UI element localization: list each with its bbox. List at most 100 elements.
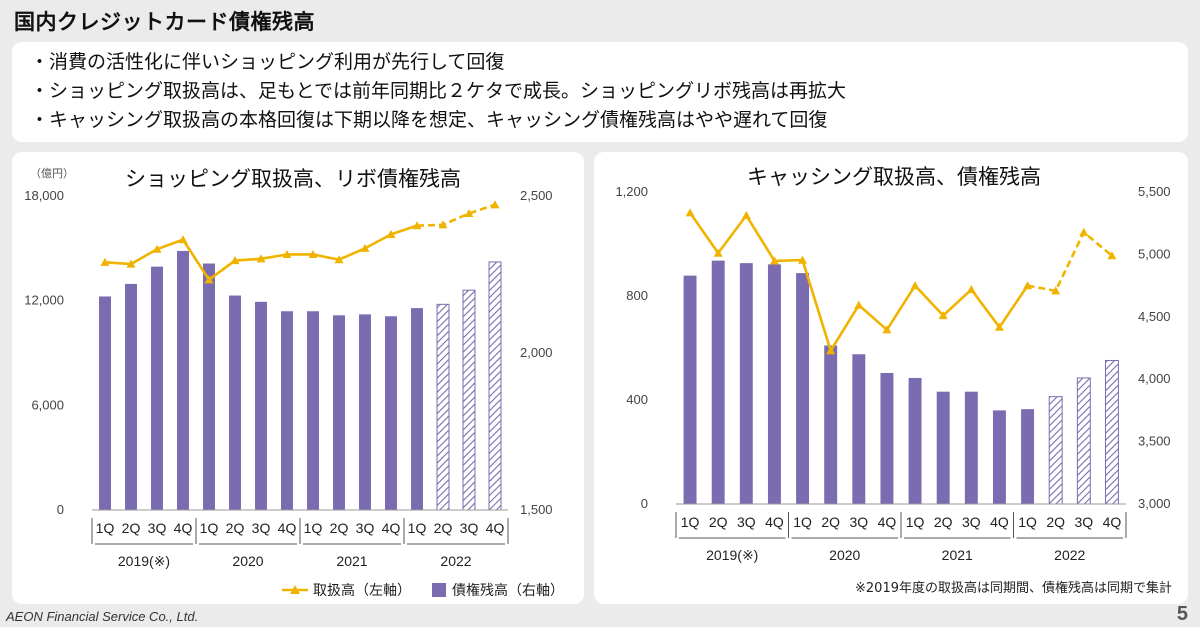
volume-point (464, 208, 474, 218)
quarter-label: 4Q (765, 514, 784, 530)
year-label: 2022 (440, 553, 471, 569)
year-label: 2019(※) (706, 547, 758, 563)
balance-bar (281, 311, 293, 510)
quarter-label: 2Q (934, 514, 953, 530)
volume-line-forecast (1027, 230, 1113, 293)
quarter-label: 2Q (1046, 514, 1065, 530)
right-axis-tick: 2,000 (520, 345, 553, 360)
volume-point (256, 254, 266, 263)
quarter-label: 2Q (122, 520, 141, 536)
balance-bar (767, 264, 781, 504)
quarter-label: 4Q (174, 520, 193, 536)
left-axis-tick: 1,200 (615, 184, 648, 199)
quarter-label: 4Q (878, 514, 897, 530)
right-axis-tick: 5,500 (1138, 184, 1171, 199)
balance-bar (385, 316, 397, 510)
summary-bullets: ・消費の活性化に伴いショッピング利用が先行して回復 ・ショッピング取扱高は、足も… (12, 42, 1188, 142)
quarter-label: 1Q (408, 520, 427, 536)
year-label: 2021 (942, 547, 973, 563)
balance-bar (908, 377, 922, 504)
company-name: AEON Financial Service Co., Ltd. (6, 609, 199, 624)
balance-bar (1048, 396, 1063, 505)
quarter-label: 3Q (356, 520, 375, 536)
right-axis-tick: 2,500 (520, 188, 553, 203)
quarter-label: 2Q (434, 520, 453, 536)
balance-bar (739, 263, 753, 504)
volume-point (1079, 227, 1089, 236)
volume-point (204, 275, 214, 284)
quarter-label: 1Q (200, 520, 219, 536)
slide-title: 国内クレジットカード債権残高 (14, 10, 315, 34)
year-label: 2020 (829, 547, 860, 563)
bullet-1: ・消費の活性化に伴いショッピング利用が先行して回復 (30, 51, 505, 73)
quarter-label: 3Q (460, 520, 479, 536)
volume-point (1107, 251, 1117, 260)
balance-bar (151, 266, 163, 510)
balance-bar (229, 295, 241, 510)
volume-point (178, 235, 188, 244)
volume-point (282, 249, 292, 259)
volume-point (490, 200, 500, 209)
volume-point (994, 322, 1004, 331)
balance-bar (1104, 359, 1119, 505)
volume-point (966, 285, 976, 294)
legend-label: 債権残高（右軸） (452, 582, 564, 599)
balance-bar (255, 301, 267, 510)
balance-bar (992, 410, 1006, 504)
legend-bar-swatch (432, 583, 446, 597)
chart-title: ショッピング取扱高、リボ債権残高 (125, 167, 461, 191)
balance-bar (177, 250, 189, 510)
volume-point (769, 256, 779, 265)
quarter-label: 1Q (793, 514, 812, 530)
balance-bar (1021, 409, 1035, 504)
volume-point (438, 220, 448, 229)
year-label: 2021 (336, 553, 367, 569)
balance-bar (936, 391, 950, 504)
volume-point (126, 259, 136, 268)
volume-point (685, 208, 695, 217)
right-axis-tick: 5,000 (1138, 246, 1171, 261)
quarter-label: 1Q (681, 514, 700, 530)
right-axis-tick: 1,500 (520, 502, 553, 517)
volume-point (1023, 281, 1033, 290)
left-axis-tick: 800 (626, 288, 648, 303)
quarter-label: 4Q (278, 520, 297, 536)
balance-bar (824, 345, 838, 504)
legend-label: 取扱高（左軸） (313, 582, 411, 599)
volume-point (938, 311, 948, 320)
right-axis-tick: 3,000 (1138, 496, 1171, 511)
left-axis-tick: 0 (641, 496, 648, 511)
quarter-label: 2Q (330, 520, 349, 536)
volume-point (1051, 286, 1061, 295)
right-axis-tick: 4,000 (1138, 371, 1171, 386)
balance-bar (852, 354, 866, 504)
quarter-label: 4Q (382, 520, 401, 536)
cashing-chart-panel: キャッシング取扱高、債権残高 0 400 800 1,200 3,000 3,500 4,00… (594, 152, 1188, 604)
left-axis-tick: 6,000 (31, 397, 64, 412)
quarter-label: 2Q (709, 514, 728, 530)
cashing-chart: キャッシング取扱高、債権残高 0 400 800 1,200 3,000 3,500 4,00… (615, 165, 1172, 596)
unit-label: （億円） (30, 167, 74, 180)
balance-bar (711, 260, 725, 504)
balance-bar (683, 275, 697, 504)
year-label: 2022 (1054, 547, 1085, 563)
quarter-label: 3Q (962, 514, 981, 530)
page-number: 5 (1176, 603, 1188, 625)
quarter-label: 3Q (737, 514, 756, 530)
quarter-label: 2Q (821, 514, 840, 530)
quarter-label: 1Q (906, 514, 925, 530)
balance-bar (964, 391, 978, 504)
volume-point (412, 221, 422, 230)
quarter-label: 3Q (1074, 514, 1093, 530)
quarter-label: 3Q (148, 520, 167, 536)
volume-point (854, 300, 864, 309)
bullet-3: ・キャッシング取扱高の本格回復は下期以降を想定、キャッシング債権残高はやや遅れて… (30, 109, 828, 131)
volume-point (230, 256, 240, 265)
right-axis-tick: 3,500 (1138, 434, 1171, 449)
balance-bar (1076, 377, 1091, 505)
bullet-2: ・ショッピング取扱高は、足もとでは前年同期比２ケタで成長。ショッピングリボ残高は… (30, 80, 847, 102)
balance-bar (880, 372, 894, 504)
balance-bar (333, 315, 345, 510)
year-label: 2020 (232, 553, 263, 569)
volume-point (100, 257, 110, 266)
